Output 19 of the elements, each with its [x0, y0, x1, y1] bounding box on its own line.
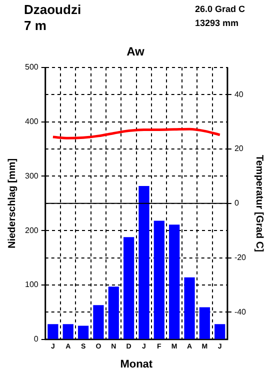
y-tick-label: 300 — [24, 171, 39, 180]
y-axis-title: Niederschlag [mm] — [6, 158, 18, 248]
y-tick-label: 100 — [24, 280, 39, 290]
text: 7 m — [24, 18, 46, 33]
y2-tick-label: -40 — [234, 307, 247, 316]
y2-tick-label: 0 — [234, 198, 240, 208]
y2-tick-label: 40 — [234, 90, 244, 99]
chart-title: Aw — [126, 44, 146, 59]
x-axis-title: Monat — [120, 358, 153, 370]
y2-tick-label: 20 — [234, 144, 244, 154]
text: 26.0 Grad C — [195, 4, 246, 14]
y2-tick-label: -20 — [234, 253, 247, 262]
y-tick-label: 200 — [24, 226, 39, 235]
y-tick-label: 400 — [24, 117, 39, 126]
text: Dzaoudzi — [24, 2, 82, 17]
y-tick-label: 500 — [24, 62, 39, 72]
y2-axis-title: Temperatur [Grad C] — [253, 154, 264, 252]
y-tick-label: 0 — [34, 334, 39, 344]
text: 13293 mm — [195, 18, 239, 28]
